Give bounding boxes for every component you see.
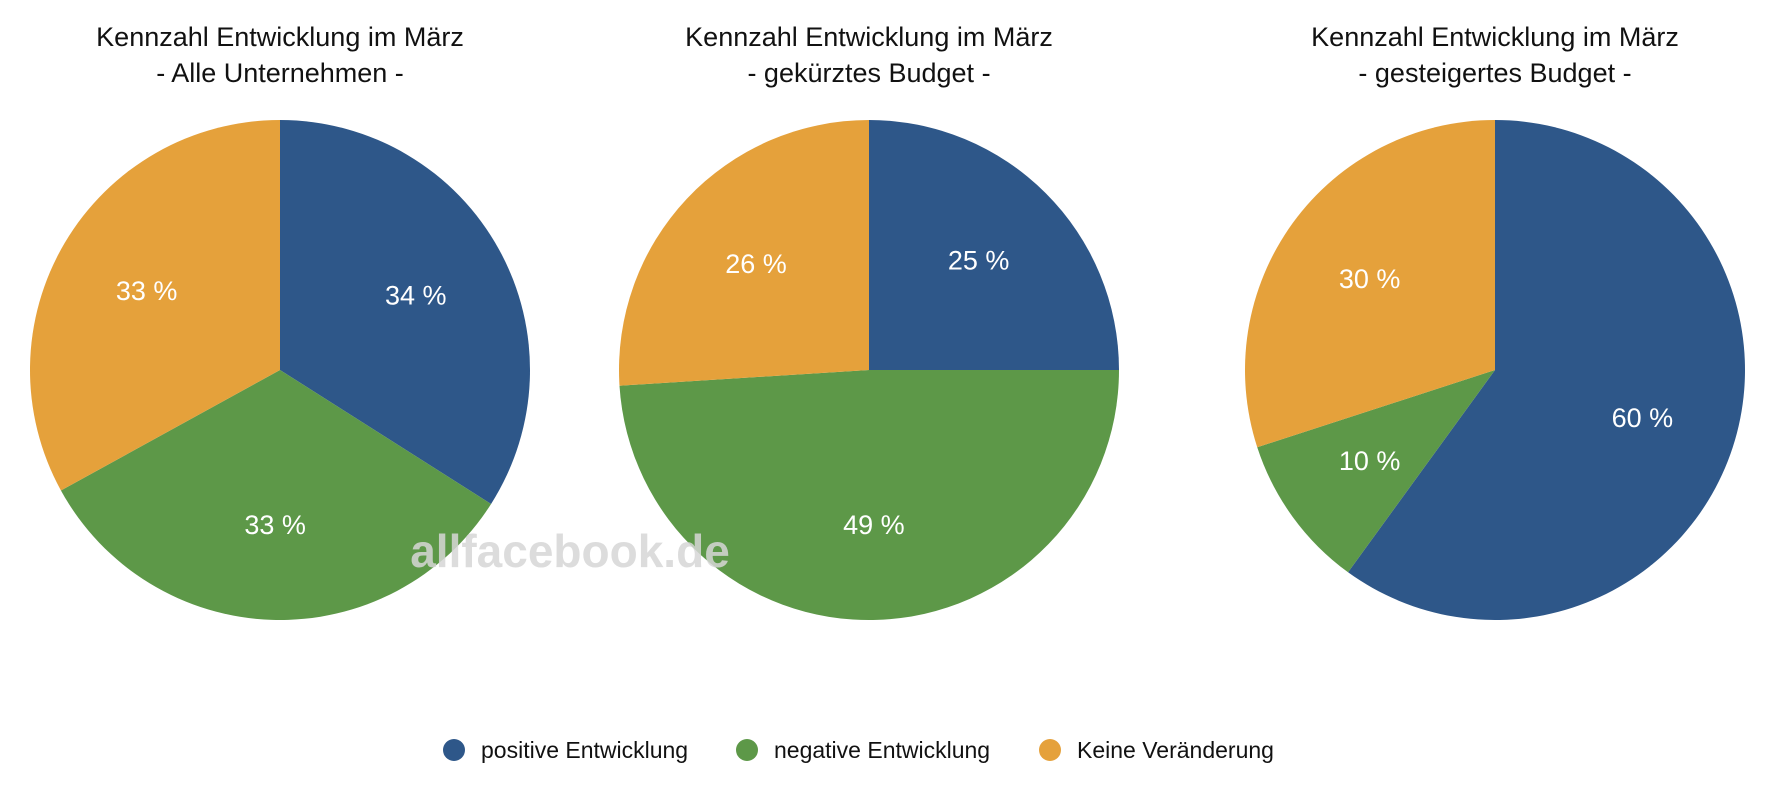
- legend-label: positive Entwicklung: [481, 737, 688, 763]
- slice-data-label: 60 %: [1612, 403, 1674, 433]
- chart-title: Kennzahl Entwicklung im März: [1311, 22, 1679, 52]
- legend-item-positive-entwicklung: positive Entwicklung: [443, 737, 688, 763]
- pie-slice-positive-entwicklung: [1348, 119, 1746, 620]
- legend-item-negative-entwicklung: negative Entwicklung: [736, 737, 990, 763]
- chart-title: Kennzahl Entwicklung im März: [685, 22, 1053, 52]
- pie-slice-keine-ver-nderung: [29, 120, 280, 491]
- pie-charts-group: Kennzahl Entwicklung im März - Alle Unter…: [29, 22, 1746, 621]
- legend-label: negative Entwicklung: [774, 737, 990, 763]
- slice-data-label: 26 %: [725, 249, 787, 279]
- pie-chart-2: Kennzahl Entwicklung im März - gekürztes …: [618, 22, 1119, 621]
- chart-title: Kennzahl Entwicklung im März: [96, 22, 464, 52]
- pie-chart-1: Kennzahl Entwicklung im März - Alle Unter…: [29, 22, 531, 621]
- slice-data-label: 10 %: [1339, 446, 1401, 476]
- pie-slice-negative-entwicklung: [1257, 370, 1495, 573]
- legend-marker: [443, 739, 465, 761]
- legend-marker: [736, 739, 758, 761]
- legend-label: Keine Veränderung: [1077, 737, 1274, 763]
- pie-slice-keine-ver-nderung: [1245, 120, 1495, 448]
- slice-data-label: 25 %: [948, 245, 1010, 275]
- pie-slice-positive-entwicklung: [280, 120, 531, 504]
- slice-data-label: 33 %: [244, 510, 306, 540]
- pie-slice-negative-entwicklung: [619, 370, 1119, 621]
- pie-chart-3: Kennzahl Entwicklung im März - gesteigert…: [1245, 22, 1746, 620]
- slice-data-label: 34 %: [385, 280, 447, 310]
- chart-subtitle: - Alle Unternehmen -: [156, 58, 404, 88]
- watermark-text: allfacebook.de: [410, 525, 730, 577]
- legend-item-keine-ver-nderung: Keine Veränderung: [1039, 737, 1274, 763]
- pie-slice-positive-entwicklung: [869, 120, 1119, 370]
- pie-slice-negative-entwicklung: [60, 370, 492, 621]
- chart-subtitle: - gesteigertes Budget -: [1358, 58, 1631, 88]
- slice-data-label: 33 %: [116, 276, 178, 306]
- slice-data-label: 49 %: [843, 510, 905, 540]
- legend-marker: [1039, 739, 1061, 761]
- chart-subtitle: - gekürztes Budget -: [747, 58, 990, 88]
- legend: positive Entwicklung negative Entwicklung…: [443, 737, 1274, 763]
- pie-slice-keine-ver-nderung: [618, 120, 869, 386]
- slice-data-label: 30 %: [1339, 264, 1401, 294]
